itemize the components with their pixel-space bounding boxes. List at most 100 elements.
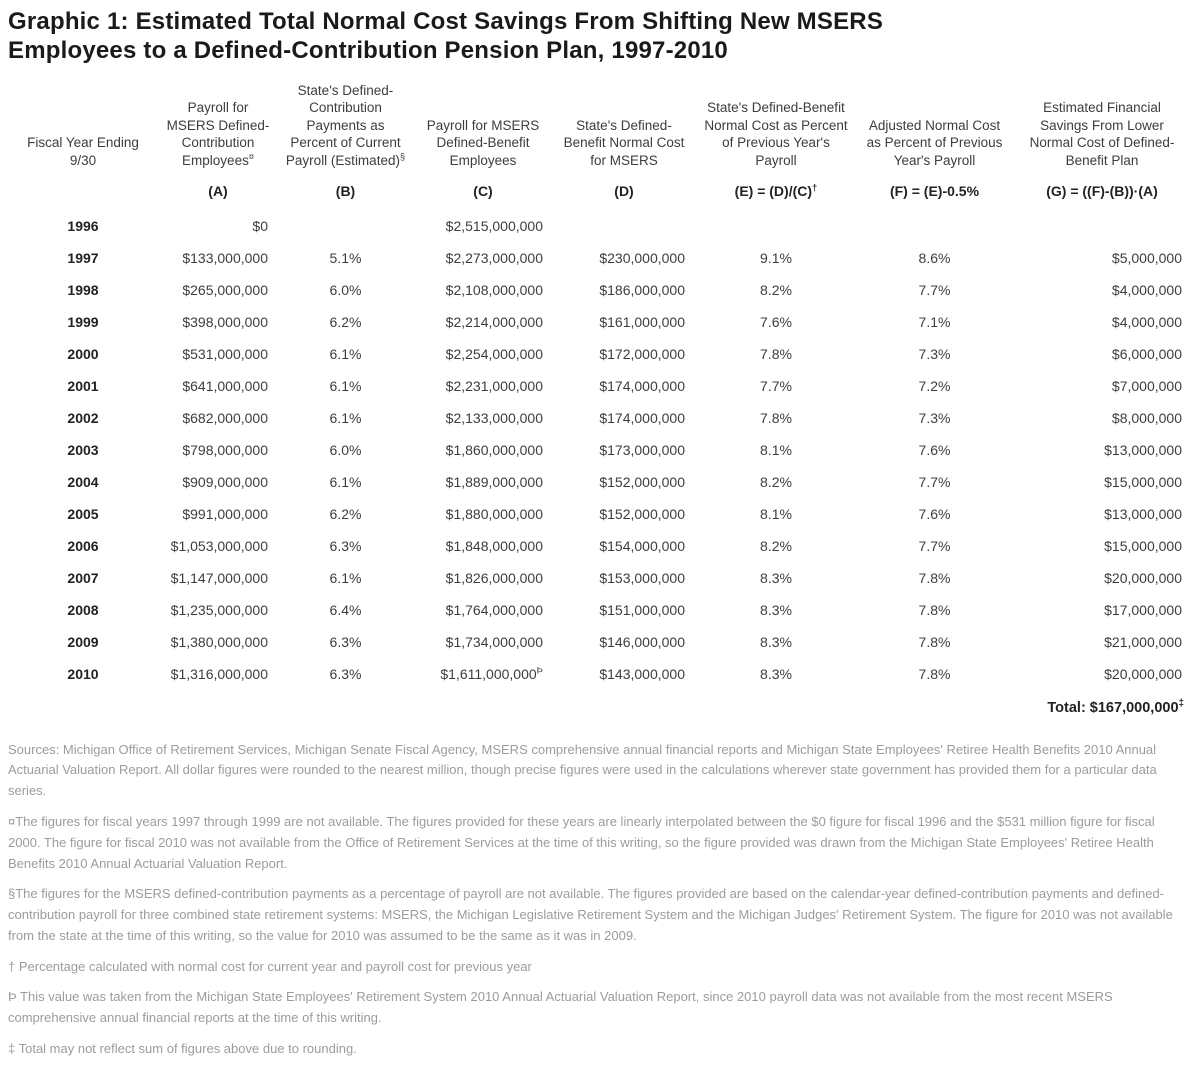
value-cell: 7.7% [760,377,792,394]
value-cell: $1,380,000,000 [170,633,268,650]
column-formula: (G) = ((F)-(B))·(A) [1046,183,1158,200]
column-header: Payroll for MSERS Defined-Contribution E… [166,100,270,168]
footnote: Þ This value was taken from the Michigan… [8,989,1113,1026]
graphic-title: Graphic 1: Estimated Total Normal Cost S… [8,8,884,64]
value-cell: $1,880,000,000 [445,505,543,522]
value-cell: 6.1% [329,345,362,362]
table-row: 2006 $1,053,000,000 6.3% $1,848,000,000 $154… [8,530,1192,562]
value-cell: $2,214,000,000 [445,313,543,330]
value-cell: $6,000,000 [1111,345,1182,362]
value-cell [278,210,413,242]
formula-footnote-marker: † [812,182,818,194]
value-cell: 6.1% [329,377,362,394]
value-cell: 7.8% [760,409,792,426]
value-cell: 6.2% [329,313,362,330]
value-cell: 7.6% [918,441,951,458]
year-cell: 2000 [67,345,99,362]
value-cell: $2,273,000,000 [445,249,543,266]
value-cell: $15,000,000 [1104,473,1182,490]
table-row: 2009 $1,380,000,000 6.3% $1,734,000,000 $146… [8,626,1192,658]
value-cell: $7,000,000 [1111,377,1182,394]
value-cell: $152,000,000 [599,473,685,490]
table-row: 2000 $531,000,000 6.1% $2,254,000,000 $172,0… [8,338,1192,370]
value-cell: 7.1% [918,313,951,330]
value-cell: $174,000,000 [599,409,685,426]
year-cell: 1998 [67,281,99,298]
column-header: State's Defined-Benefit Normal Cost as P… [704,100,848,168]
value-cell: $151,000,000 [599,601,685,618]
column-header: State's Defined-Contribution Payments as… [285,82,406,168]
value-cell: $20,000,000 [1104,665,1182,682]
value-cell: 6.3% [329,665,362,682]
column-formula [8,169,158,209]
value-cell: $1,611,000,000Þ [440,664,543,682]
value-cell: 7.3% [918,409,951,426]
table-row: 2010 $1,316,000,000 6.3% $1,611,000,000Þ $14… [8,658,1192,690]
value-cell: 7.8% [918,665,951,682]
table-row: 2008 $1,235,000,000 6.4% $1,764,000,000 $151… [8,594,1192,626]
value-cell: $2,515,000,000 [445,217,543,234]
column-formula: (D) [614,183,634,200]
value-cell: 8.2% [760,473,792,490]
value-cell: 6.0% [329,441,362,458]
header-footnote-marker: § [399,151,406,162]
value-cell: $1,860,000,000 [445,441,543,458]
value-cell: 6.1% [329,409,362,426]
value-cell: $682,000,000 [182,409,268,426]
table-row: 1998 $265,000,000 6.0% $2,108,000,000 $186,0… [8,274,1192,306]
value-cell: 8.6% [918,249,951,266]
savings-table: Fiscal Year Ending 9/30 Payroll for MSERS… [8,82,1192,690]
table-row: 2005 $991,000,000 6.2% $1,880,000,000 $152,0… [8,498,1192,530]
column-header: Payroll for MSERS Defined-Benefit Employ… [426,117,540,168]
year-cell: 2010 [67,665,99,682]
value-cell: $798,000,000 [182,441,268,458]
value-cell: $146,000,000 [599,633,685,650]
value-footnote-marker: Þ [536,664,543,676]
table-row: 2003 $798,000,000 6.0% $1,860,000,000 $173,0… [8,434,1192,466]
value-cell: $2,231,000,000 [445,377,543,394]
value-cell: 5.1% [329,249,362,266]
year-cell: 2007 [67,569,99,586]
value-cell: 6.3% [329,537,362,554]
value-cell: 6.1% [329,569,362,586]
value-cell: 8.1% [760,441,792,458]
value-cell: 6.0% [329,281,362,298]
table-total: Total: $167,000,000‡ [8,690,1192,715]
table-row: 2002 $682,000,000 6.1% $2,133,000,000 $174,0… [8,402,1192,434]
footnote: Sources: Michigan Office of Retirement S… [8,741,1157,799]
value-cell: $1,235,000,000 [170,601,268,618]
year-cell: 2008 [67,601,99,618]
value-cell: $153,000,000 [599,569,685,586]
value-cell: 7.7% [918,537,951,554]
value-cell: 6.4% [329,601,362,618]
table-header: Fiscal Year Ending 9/30 Payroll for MSERS… [8,82,1192,210]
value-cell: 7.6% [918,505,951,522]
year-cell: 2006 [67,537,99,554]
value-cell: 7.8% [760,345,792,362]
value-cell: $15,000,000 [1104,537,1182,554]
value-cell: 7.6% [760,313,792,330]
table-row: 2001 $641,000,000 6.1% $2,231,000,000 $174,0… [8,370,1192,402]
footnote: §The figures for the MSERS defined-contr… [8,886,1173,943]
footnotes: Sources: Michigan Office of Retirement S… [8,740,1190,1060]
table-body: 1996 $0 $2,515,000,000 1997 $133,000,000 5.1%… [8,210,1192,690]
value-cell: $186,000,000 [599,281,685,298]
year-cell: 2002 [67,409,99,426]
value-cell: $4,000,000 [1111,281,1182,298]
value-cell: $161,000,000 [599,313,685,330]
value-cell: $2,108,000,000 [445,281,543,298]
value-cell: 7.7% [918,281,951,298]
value-cell: $13,000,000 [1104,441,1182,458]
footnote: ‡ Total may not reflect sum of figures a… [8,1041,357,1057]
column-formula: (A) [208,183,228,200]
value-cell: 8.3% [760,633,792,650]
year-cell: 1996 [67,217,99,234]
column-header: Estimated Financial Savings From Lower N… [1029,100,1175,168]
value-cell: $154,000,000 [599,537,685,554]
value-cell: 7.2% [918,377,951,394]
year-cell: 2003 [67,441,99,458]
total-footnote-marker: ‡ [1178,697,1184,709]
value-cell: $13,000,000 [1104,505,1182,522]
value-cell: $5,000,000 [1111,249,1182,266]
